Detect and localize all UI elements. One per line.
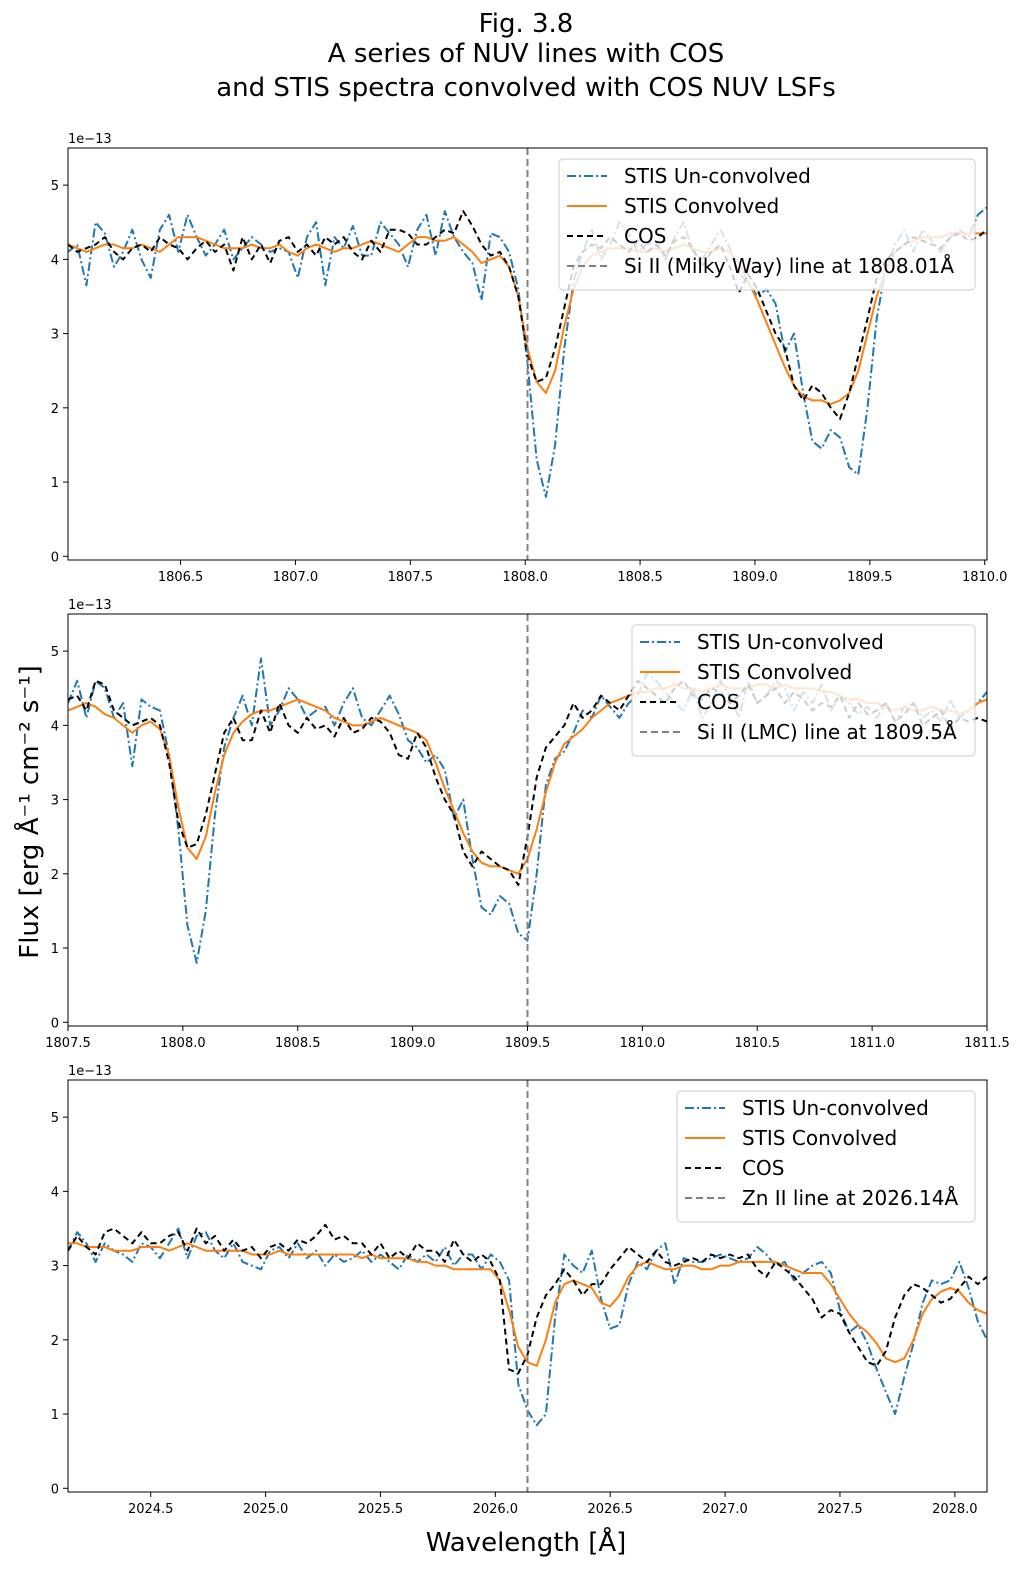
y-tick-label: 0 [51, 1482, 59, 1497]
x-tick-label: 1808.5 [275, 1036, 321, 1051]
panel-si-ii-lmc: 1807.5 1808.0 1808.5 1809.0 1809.5 1810.0 1810… [45, 598, 1010, 1051]
y-offset-label: 1e−13 [68, 1064, 112, 1079]
plot-frame [67, 147, 988, 561]
legend: STIS Un-convolved STIS Convolved COS Si II … [631, 624, 976, 757]
panel-si-ii-milky-way: 1806.5 1807.0 1807.5 1808.0 1808.5 1809.0 1809… [51, 132, 1008, 585]
y-tick-label: 2 [51, 1334, 59, 1349]
y-tick-label: 3 [51, 328, 59, 343]
legend-box [558, 158, 976, 291]
x-tick-label: 1808.0 [502, 570, 548, 585]
y-tick-label: 1 [51, 1408, 59, 1423]
y-tick-label: 5 [51, 645, 59, 660]
title-line-3: and STIS spectra convolved with COS NUV … [216, 73, 836, 103]
legend-label-line-marker: Zn II line at 2026.14Å [742, 1186, 959, 1210]
x-tick-label: 1809.0 [732, 570, 778, 585]
x-tick-label: 1809.5 [505, 1036, 551, 1051]
x-tick-label: 1810.5 [735, 1036, 781, 1051]
x-tick-label: 1811.0 [849, 1036, 895, 1051]
legend-label-stis-unconvolved: STIS Un-convolved [624, 164, 811, 188]
legend-label-stis-convolved: STIS Convolved [697, 660, 852, 684]
y-tick-label: 4 [51, 1185, 59, 1200]
legend-label-cos: COS [624, 224, 666, 248]
series-line-stis-convolved [68, 1242, 987, 1367]
legend-box [631, 624, 976, 757]
y-tick-label: 5 [51, 179, 59, 194]
legend-label-cos: COS [742, 1156, 784, 1180]
y-tick-label: 0 [51, 1016, 59, 1031]
legend: STIS Un-convolved STIS Convolved COS Si II … [558, 158, 976, 291]
legend-box [676, 1090, 976, 1223]
y-tick-label: 3 [51, 794, 59, 809]
x-tick-label: 1807.5 [388, 570, 434, 585]
y-tick-label: 3 [51, 1260, 59, 1275]
legend-label-stis-convolved: STIS Convolved [742, 1126, 897, 1150]
x-tick-label: 2026.5 [587, 1502, 633, 1517]
legend-label-stis-unconvolved: STIS Un-convolved [697, 630, 884, 654]
x-tick-label: 1807.5 [45, 1036, 91, 1051]
x-tick-label: 1811.5 [964, 1036, 1010, 1051]
y-tick-label: 4 [51, 719, 59, 734]
legend-label-stis-unconvolved: STIS Un-convolved [742, 1096, 929, 1120]
x-tick-label: 1809.0 [390, 1036, 436, 1051]
x-tick-label: 2024.5 [128, 1502, 174, 1517]
x-tick-label: 2027.5 [817, 1502, 863, 1517]
x-tick-label: 1807.0 [273, 570, 319, 585]
x-tick-label: 1806.5 [158, 570, 204, 585]
x-tick-label: 1809.5 [847, 570, 893, 585]
x-tick-label: 2027.0 [702, 1502, 748, 1517]
x-tick-label: 1810.0 [620, 1036, 666, 1051]
legend-label-line-marker: Si II (Milky Way) line at 1808.01Å [624, 254, 954, 278]
title-line-2: A series of NUV lines with COS [328, 39, 724, 69]
x-tick-label: 2028.0 [932, 1502, 978, 1517]
x-tick-label: 1810.0 [962, 570, 1008, 585]
y-tick-label: 1 [51, 476, 59, 491]
y-tick-label: 2 [51, 402, 59, 417]
y-tick-label: 1 [51, 942, 59, 957]
y-tick-label: 4 [51, 253, 59, 268]
y-tick-label: 0 [51, 550, 59, 565]
plot-frame [67, 1079, 988, 1493]
panel-zn-ii: 2024.5 2025.0 2025.5 2026.0 2026.5 2027.0 2027… [51, 1064, 988, 1517]
y-tick-label: 2 [51, 868, 59, 883]
y-offset-label: 1e−13 [68, 598, 112, 613]
legend-label-line-marker: Si II (LMC) line at 1809.5Å [697, 720, 957, 744]
figure-title: Fig. 3.8 A series of NUV lines with COS … [216, 9, 836, 103]
y-offset-label: 1e−13 [68, 132, 112, 147]
legend: STIS Un-convolved STIS Convolved COS Zn II … [676, 1090, 976, 1223]
legend-label-cos: COS [697, 690, 739, 714]
title-line-1: Fig. 3.8 [479, 9, 574, 39]
x-tick-label: 2025.0 [243, 1502, 289, 1517]
x-tick-label: 1808.0 [160, 1036, 206, 1051]
series-line-cos [68, 1223, 987, 1375]
x-axis-label: Wavelength [Å] [426, 1526, 627, 1558]
series-line-cos [68, 210, 987, 420]
x-tick-label: 2025.5 [358, 1502, 404, 1517]
x-tick-label: 2026.0 [473, 1502, 519, 1517]
y-tick-label: 5 [51, 1111, 59, 1126]
x-tick-label: 1808.5 [617, 570, 663, 585]
y-axis-label: Flux [erg Å⁻¹ cm⁻² s⁻¹] [13, 665, 45, 959]
legend-label-stis-convolved: STIS Convolved [624, 194, 779, 218]
